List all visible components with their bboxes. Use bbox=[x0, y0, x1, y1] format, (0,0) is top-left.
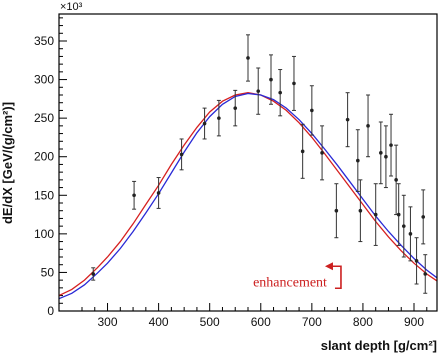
ticks-layer: 300 400 500 600 700 800 900 0 50 100 150 200 250 300 3… bbox=[34, 17, 428, 329]
point-marker bbox=[256, 89, 261, 93]
point-marker bbox=[423, 272, 428, 276]
x-axis-title: slant depth [g/cm²] bbox=[321, 338, 437, 353]
y-multiplier: ×10³ bbox=[60, 1, 83, 13]
y-tick-label: 0 bbox=[47, 304, 54, 318]
point-marker bbox=[414, 259, 419, 263]
data-point bbox=[91, 267, 96, 281]
data-point bbox=[366, 94, 371, 158]
data-point bbox=[132, 180, 137, 210]
point-marker bbox=[156, 191, 161, 195]
fit-curve-1 bbox=[58, 92, 438, 297]
y-tick-label: 50 bbox=[41, 265, 55, 279]
data-point bbox=[202, 107, 207, 140]
point-marker bbox=[300, 149, 305, 154]
data-point bbox=[408, 206, 413, 262]
point-marker bbox=[373, 212, 378, 217]
data-point bbox=[300, 123, 305, 179]
point-marker bbox=[408, 232, 413, 236]
point-marker bbox=[91, 272, 96, 276]
fit-curve-2 bbox=[58, 92, 438, 300]
data-point bbox=[291, 55, 296, 111]
data-point bbox=[156, 177, 161, 209]
data-point bbox=[358, 179, 363, 243]
data-point bbox=[233, 89, 238, 127]
plot-frame bbox=[58, 13, 438, 312]
x-tick-label: 300 bbox=[98, 315, 118, 329]
data-point bbox=[309, 85, 314, 136]
point-marker bbox=[292, 81, 296, 86]
annotation-arrowhead-icon bbox=[324, 262, 333, 271]
point-marker bbox=[269, 77, 273, 82]
point-marker bbox=[379, 151, 383, 155]
point-marker bbox=[401, 224, 406, 228]
data-point bbox=[414, 237, 419, 285]
point-marker bbox=[384, 154, 388, 159]
data-point bbox=[278, 69, 283, 117]
data-point bbox=[268, 54, 273, 105]
data-point bbox=[334, 183, 339, 239]
point-marker bbox=[366, 124, 370, 128]
data-point bbox=[345, 92, 350, 148]
y-tick-label: 250 bbox=[34, 111, 54, 125]
point-marker bbox=[217, 116, 221, 120]
x-tick-label: 400 bbox=[149, 315, 169, 329]
data-point bbox=[401, 194, 406, 258]
data-points bbox=[91, 34, 428, 294]
point-marker bbox=[396, 212, 401, 217]
point-marker bbox=[358, 208, 363, 213]
data-point bbox=[355, 129, 360, 192]
data-point bbox=[383, 125, 388, 189]
data-point bbox=[373, 183, 378, 246]
point-marker bbox=[345, 117, 350, 122]
data-point bbox=[216, 99, 221, 137]
point-marker bbox=[233, 106, 238, 110]
y-tick-label: 300 bbox=[34, 73, 54, 87]
enhancement-annotation: enhancement bbox=[253, 262, 342, 290]
point-marker bbox=[394, 178, 398, 182]
data-point bbox=[378, 121, 383, 185]
x-tick-label: 800 bbox=[353, 315, 373, 329]
point-marker bbox=[389, 143, 393, 147]
point-marker bbox=[356, 158, 360, 163]
y-tick-label: 150 bbox=[34, 188, 54, 202]
point-marker bbox=[278, 90, 282, 95]
data-point bbox=[179, 138, 184, 171]
point-marker bbox=[246, 56, 250, 60]
point-marker bbox=[179, 152, 184, 157]
data-point bbox=[421, 189, 426, 245]
y-tick-label: 350 bbox=[34, 34, 54, 48]
x-tick-label: 500 bbox=[200, 315, 220, 329]
fit-curves bbox=[58, 92, 438, 300]
y-tick-label: 100 bbox=[34, 227, 54, 241]
data-point bbox=[256, 67, 261, 115]
point-marker bbox=[310, 108, 314, 113]
y-tick-label: 200 bbox=[34, 150, 54, 164]
data-point bbox=[389, 113, 394, 177]
data-point bbox=[246, 34, 250, 82]
point-marker bbox=[132, 193, 136, 198]
x-tick-label: 600 bbox=[251, 315, 271, 329]
x-tick-label: 700 bbox=[302, 315, 322, 329]
data-point bbox=[396, 183, 401, 246]
point-marker bbox=[334, 208, 339, 213]
data-point bbox=[423, 254, 428, 294]
point-marker bbox=[320, 151, 324, 155]
x-tick-label: 900 bbox=[404, 315, 424, 329]
data-point bbox=[394, 144, 399, 216]
y-axis-title: dE/dX [GeV/(g/cm²)] bbox=[0, 102, 15, 224]
point-marker bbox=[421, 215, 426, 219]
annotation-text: enhancement bbox=[253, 275, 327, 290]
data-point bbox=[320, 125, 325, 181]
point-marker bbox=[202, 121, 207, 126]
annotation-arrow-icon bbox=[328, 265, 342, 290]
